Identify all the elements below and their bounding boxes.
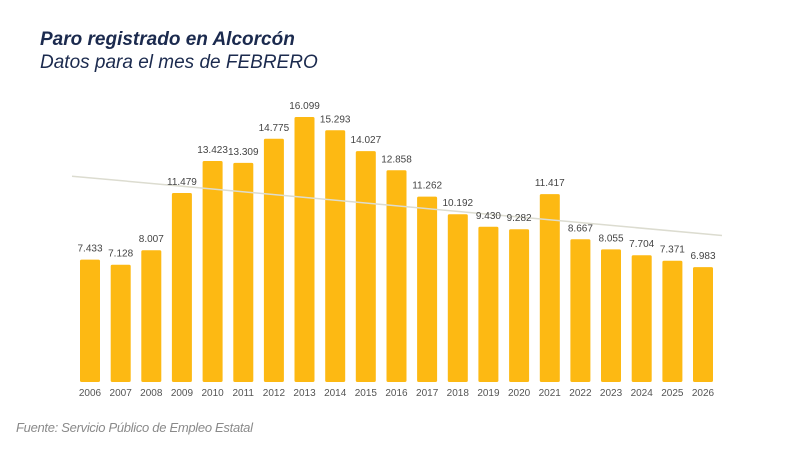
bar-2020 [509, 229, 530, 382]
trendline [71, 175, 723, 237]
value-label-2013: 16.099 [289, 101, 320, 112]
bar-2016 [386, 170, 407, 382]
x-tick-label-2024: 2024 [631, 388, 654, 399]
bar-2018 [447, 214, 468, 382]
x-tick-label-2016: 2016 [385, 388, 408, 399]
value-label-2009: 11.479 [167, 177, 197, 188]
bar-2017 [417, 196, 438, 382]
value-label-2007: 7.128 [108, 249, 133, 260]
x-tick-label-2022: 2022 [569, 388, 592, 399]
x-tick-label-2021: 2021 [539, 388, 562, 399]
value-label-2025: 7.371 [660, 245, 685, 256]
x-tick-label-2020: 2020 [508, 388, 531, 399]
x-tick-label-2017: 2017 [416, 388, 439, 399]
value-labels-group: 7.433 7.128 8.007 11.479 13.423 13.309 14.775 1… [77, 101, 715, 262]
bar-2006 [80, 259, 100, 382]
value-label-2022: 8.667 [568, 223, 593, 234]
bar-2012 [263, 138, 284, 382]
bar-2024 [631, 255, 652, 382]
bar-2015 [355, 151, 376, 382]
bar-2007 [110, 264, 131, 382]
x-tick-label-2026: 2026 [692, 388, 715, 399]
value-label-2019: 9.430 [476, 211, 501, 222]
x-tick-label-2023: 2023 [600, 388, 623, 399]
value-label-2006: 7.433 [77, 244, 102, 255]
x-tick-label-2019: 2019 [477, 388, 500, 399]
value-label-2015: 14.027 [351, 135, 382, 146]
x-tick-label-2007: 2007 [110, 388, 133, 399]
bar-2021 [539, 194, 560, 382]
value-label-2026: 6.983 [690, 251, 715, 262]
bar-2013 [294, 117, 315, 382]
trendline-group [71, 175, 723, 237]
x-tick-label-2008: 2008 [140, 388, 163, 399]
bar-2009 [171, 193, 192, 382]
value-label-2014: 15.293 [320, 114, 351, 125]
value-label-2008: 8.007 [139, 234, 164, 245]
value-label-2010: 13.423 [197, 145, 228, 156]
chart-subtitle: Datos para el mes de FEBRERO [40, 52, 318, 73]
x-tick-label-2010: 2010 [201, 388, 224, 399]
bar-2026 [693, 267, 713, 382]
x-tick-label-2025: 2025 [661, 388, 684, 399]
value-label-2017: 11.262 [412, 181, 442, 192]
x-tick-label-2015: 2015 [355, 388, 378, 399]
bars-group [80, 117, 713, 382]
value-label-2012: 14.775 [259, 123, 290, 134]
value-label-2020: 9.282 [507, 213, 532, 224]
bar-2011 [233, 162, 254, 382]
x-tick-label-2014: 2014 [324, 388, 347, 399]
x-tick-labels-group: 2006 2007 2008 2009 2010 2011 2012 2013 2014 2015… [79, 388, 715, 399]
x-tick-label-2006: 2006 [79, 388, 102, 399]
chart-title: Paro registrado en Alcorcón [40, 29, 295, 50]
bar-2010 [202, 161, 223, 382]
value-label-2023: 8.055 [599, 233, 624, 244]
x-tick-label-2009: 2009 [171, 388, 194, 399]
x-tick-label-2013: 2013 [293, 388, 316, 399]
bar-2023 [601, 249, 621, 382]
bar-2022 [570, 239, 591, 382]
bar-2019 [478, 226, 499, 382]
value-label-2018: 10.192 [443, 198, 474, 209]
source-note: Fuente: Servicio Público de Empleo Estat… [16, 420, 253, 435]
value-label-2011: 13.309 [228, 147, 259, 158]
value-label-2016: 12.858 [381, 154, 412, 165]
x-tick-label-2018: 2018 [447, 388, 470, 399]
value-label-2021: 11.417 [535, 178, 565, 189]
value-label-2024: 7.704 [629, 239, 654, 250]
x-tick-label-2012: 2012 [263, 388, 286, 399]
bar-2008 [141, 250, 162, 382]
bar-2014 [325, 130, 346, 382]
x-tick-label-2011: 2011 [232, 388, 254, 399]
bar-2025 [662, 260, 683, 382]
